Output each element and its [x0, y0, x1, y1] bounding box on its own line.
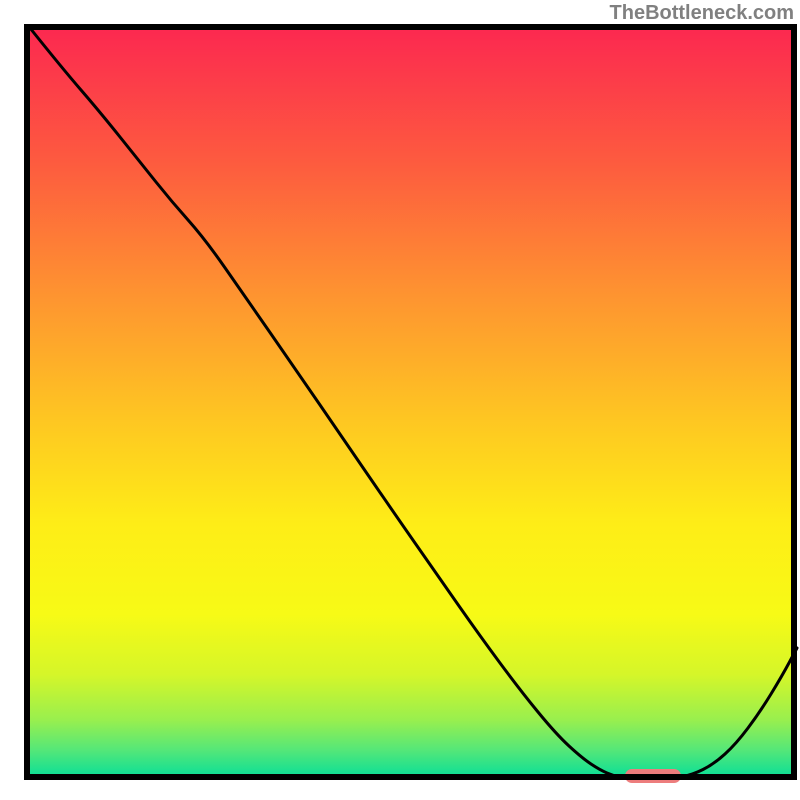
plot-frame — [24, 24, 797, 780]
chart-canvas: TheBottleneck.com — [0, 0, 800, 800]
attribution-text: TheBottleneck.com — [610, 2, 794, 25]
